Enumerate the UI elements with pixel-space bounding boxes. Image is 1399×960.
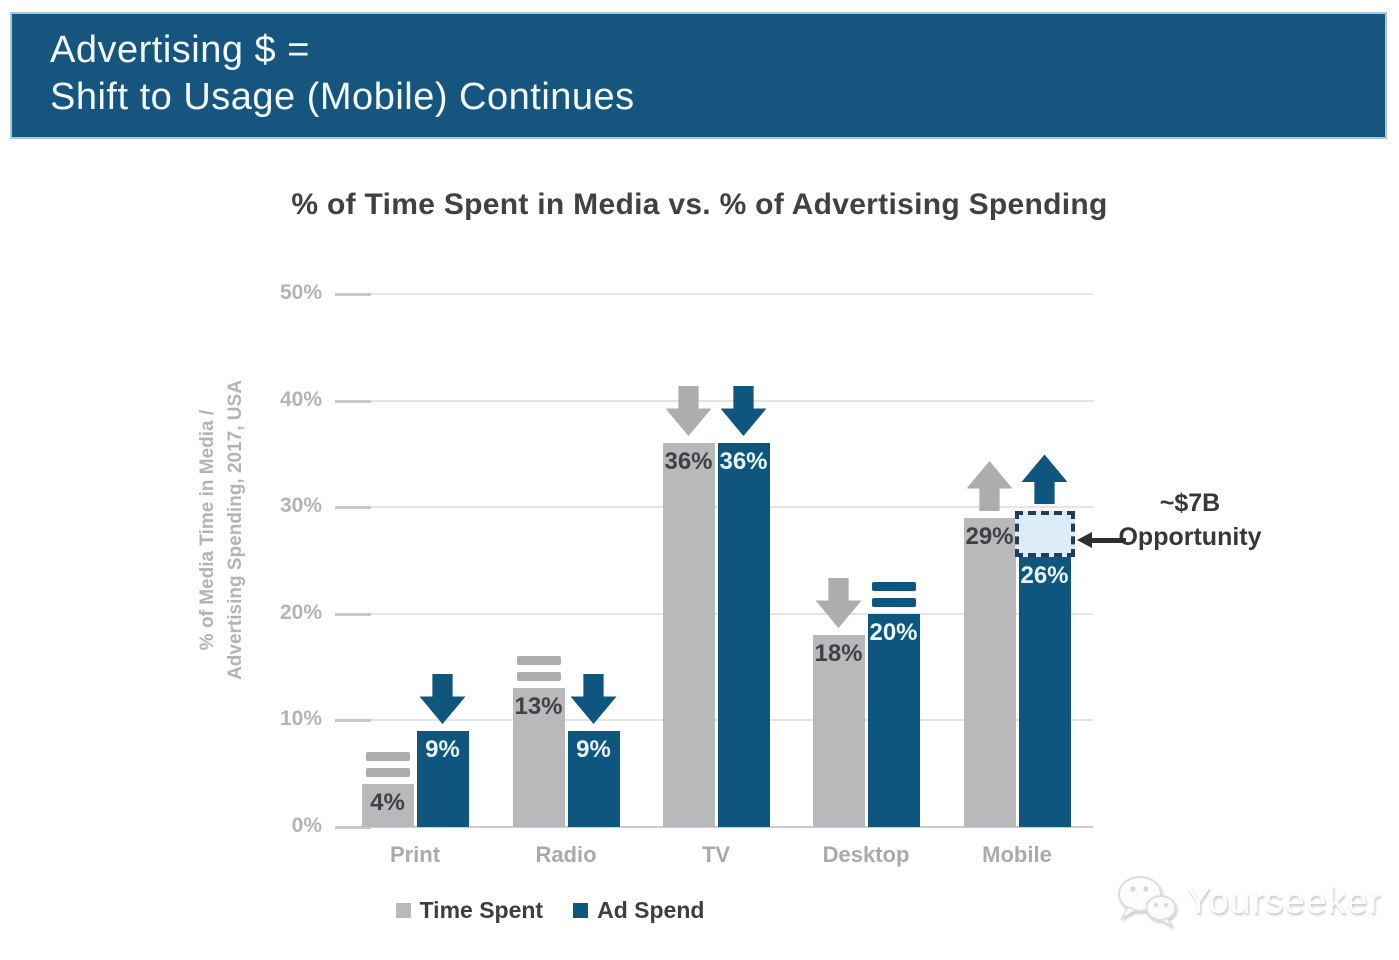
equal-sign-bar — [516, 656, 561, 665]
bar-ad-spend-tv: 36% — [717, 443, 770, 827]
bar-time-spent-desktop: 18% — [812, 635, 865, 827]
equal-sign-icon-print — [365, 752, 410, 777]
y-tick-mark-0% — [335, 826, 371, 829]
y-tick-mark-50% — [335, 293, 371, 296]
y-tick-mark-10% — [335, 719, 371, 723]
gridline-0% — [335, 826, 1093, 828]
legend-swatch — [573, 903, 589, 918]
bar-time-spent-tv: 36% — [662, 443, 715, 827]
equal-sign-bar — [516, 672, 561, 681]
chart-legend: Time Spent Ad Spend — [0, 897, 1100, 924]
y-tick-label-20%: 20% — [279, 600, 322, 624]
y-tick-label-10%: 10% — [279, 707, 322, 731]
bar-ad-spend-desktop: 20% — [867, 614, 920, 827]
gridline-40% — [335, 399, 1093, 402]
arrow-head — [1077, 532, 1092, 548]
opportunity-annotation-line-2: Opportunity — [1118, 523, 1262, 551]
legend-item-time-spent: Time Spent — [395, 897, 544, 924]
y-tick-label-50%: 50% — [279, 281, 322, 304]
chat-bubbles-logo-icon — [1118, 876, 1177, 928]
x-category-label-mobile: Mobile — [982, 842, 1052, 867]
bar-value-label: 36% — [719, 448, 768, 475]
bar-value-label: 9% — [576, 736, 611, 763]
y-tick-mark-30% — [335, 506, 371, 510]
banner-line-2: Shift to Usage (Mobile) Continues — [50, 76, 635, 118]
bar-value-label: 36% — [664, 448, 713, 475]
equal-sign-icon-desktop — [871, 582, 916, 607]
bar-value-label: 29% — [965, 523, 1014, 550]
bar-value-label: 20% — [869, 619, 918, 646]
equal-sign-bar — [871, 582, 916, 591]
banner-line-1: Advertising $ = — [50, 29, 310, 71]
opportunity-gap-box — [1014, 511, 1075, 557]
bar-time-spent-print: 4% — [361, 784, 414, 827]
arrow-down-icon-tv — [720, 386, 767, 436]
arrow-down-icon-desktop — [815, 578, 862, 628]
legend-item-ad-spend: Ad Spend — [573, 897, 704, 924]
opportunity-annotation: ~$7B Opportunity — [1100, 486, 1280, 554]
arrow-up-icon-mobile — [966, 461, 1013, 511]
y-tick-label-0%: 0% — [291, 814, 322, 837]
watermark: Yourseeker — [1116, 874, 1382, 928]
y-tick-mark-20% — [335, 612, 371, 616]
title-banner: Advertising $ = Shift to Usage (Mobile) … — [10, 12, 1387, 139]
bar-ad-spend-print: 9% — [416, 731, 469, 827]
arrow-down-icon-radio — [570, 674, 617, 724]
chart-title: % of Time Spent in Media vs. % of Advert… — [291, 188, 1108, 221]
legend-label: Ad Spend — [597, 897, 705, 923]
bar-value-label: 4% — [370, 789, 405, 816]
left-arrow-icon — [1077, 532, 1127, 548]
bar-value-label: 13% — [514, 693, 563, 720]
bar-time-spent-radio: 13% — [512, 688, 565, 827]
x-category-label-desktop: Desktop — [822, 842, 910, 867]
bar-ad-spend-mobile: 26% — [1018, 550, 1071, 827]
equal-sign-bar — [871, 598, 916, 607]
arrow-shaft — [1090, 538, 1126, 543]
watermark-text: Yourseeker — [1186, 880, 1382, 921]
bar-time-spent-mobile: 29% — [963, 518, 1016, 827]
arrow-down-icon-print — [419, 674, 466, 724]
y-tick-mark-40% — [335, 399, 371, 403]
legend-label: Time Spent — [419, 897, 544, 923]
x-category-label-print: Print — [389, 842, 441, 867]
x-category-label-radio: Radio — [535, 842, 597, 867]
equal-sign-bar — [365, 768, 410, 777]
bar-value-label: 26% — [1020, 562, 1069, 589]
gridline-50% — [335, 293, 1093, 295]
y-tick-label-30%: 30% — [279, 494, 322, 518]
x-category-label-tv: TV — [701, 842, 731, 867]
arrow-down-icon-tv — [665, 386, 712, 436]
bar-ad-spend-radio: 9% — [567, 731, 620, 827]
arrow-up-icon-mobile — [1021, 454, 1068, 505]
legend-swatch — [395, 903, 411, 918]
opportunity-annotation-line-1: ~$7B — [1159, 489, 1221, 517]
y-tick-label-40%: 40% — [279, 387, 322, 411]
equal-sign-icon-radio — [516, 656, 561, 681]
equal-sign-bar — [365, 752, 410, 761]
bar-value-label: 18% — [814, 640, 863, 667]
bar-value-label: 9% — [425, 736, 460, 763]
